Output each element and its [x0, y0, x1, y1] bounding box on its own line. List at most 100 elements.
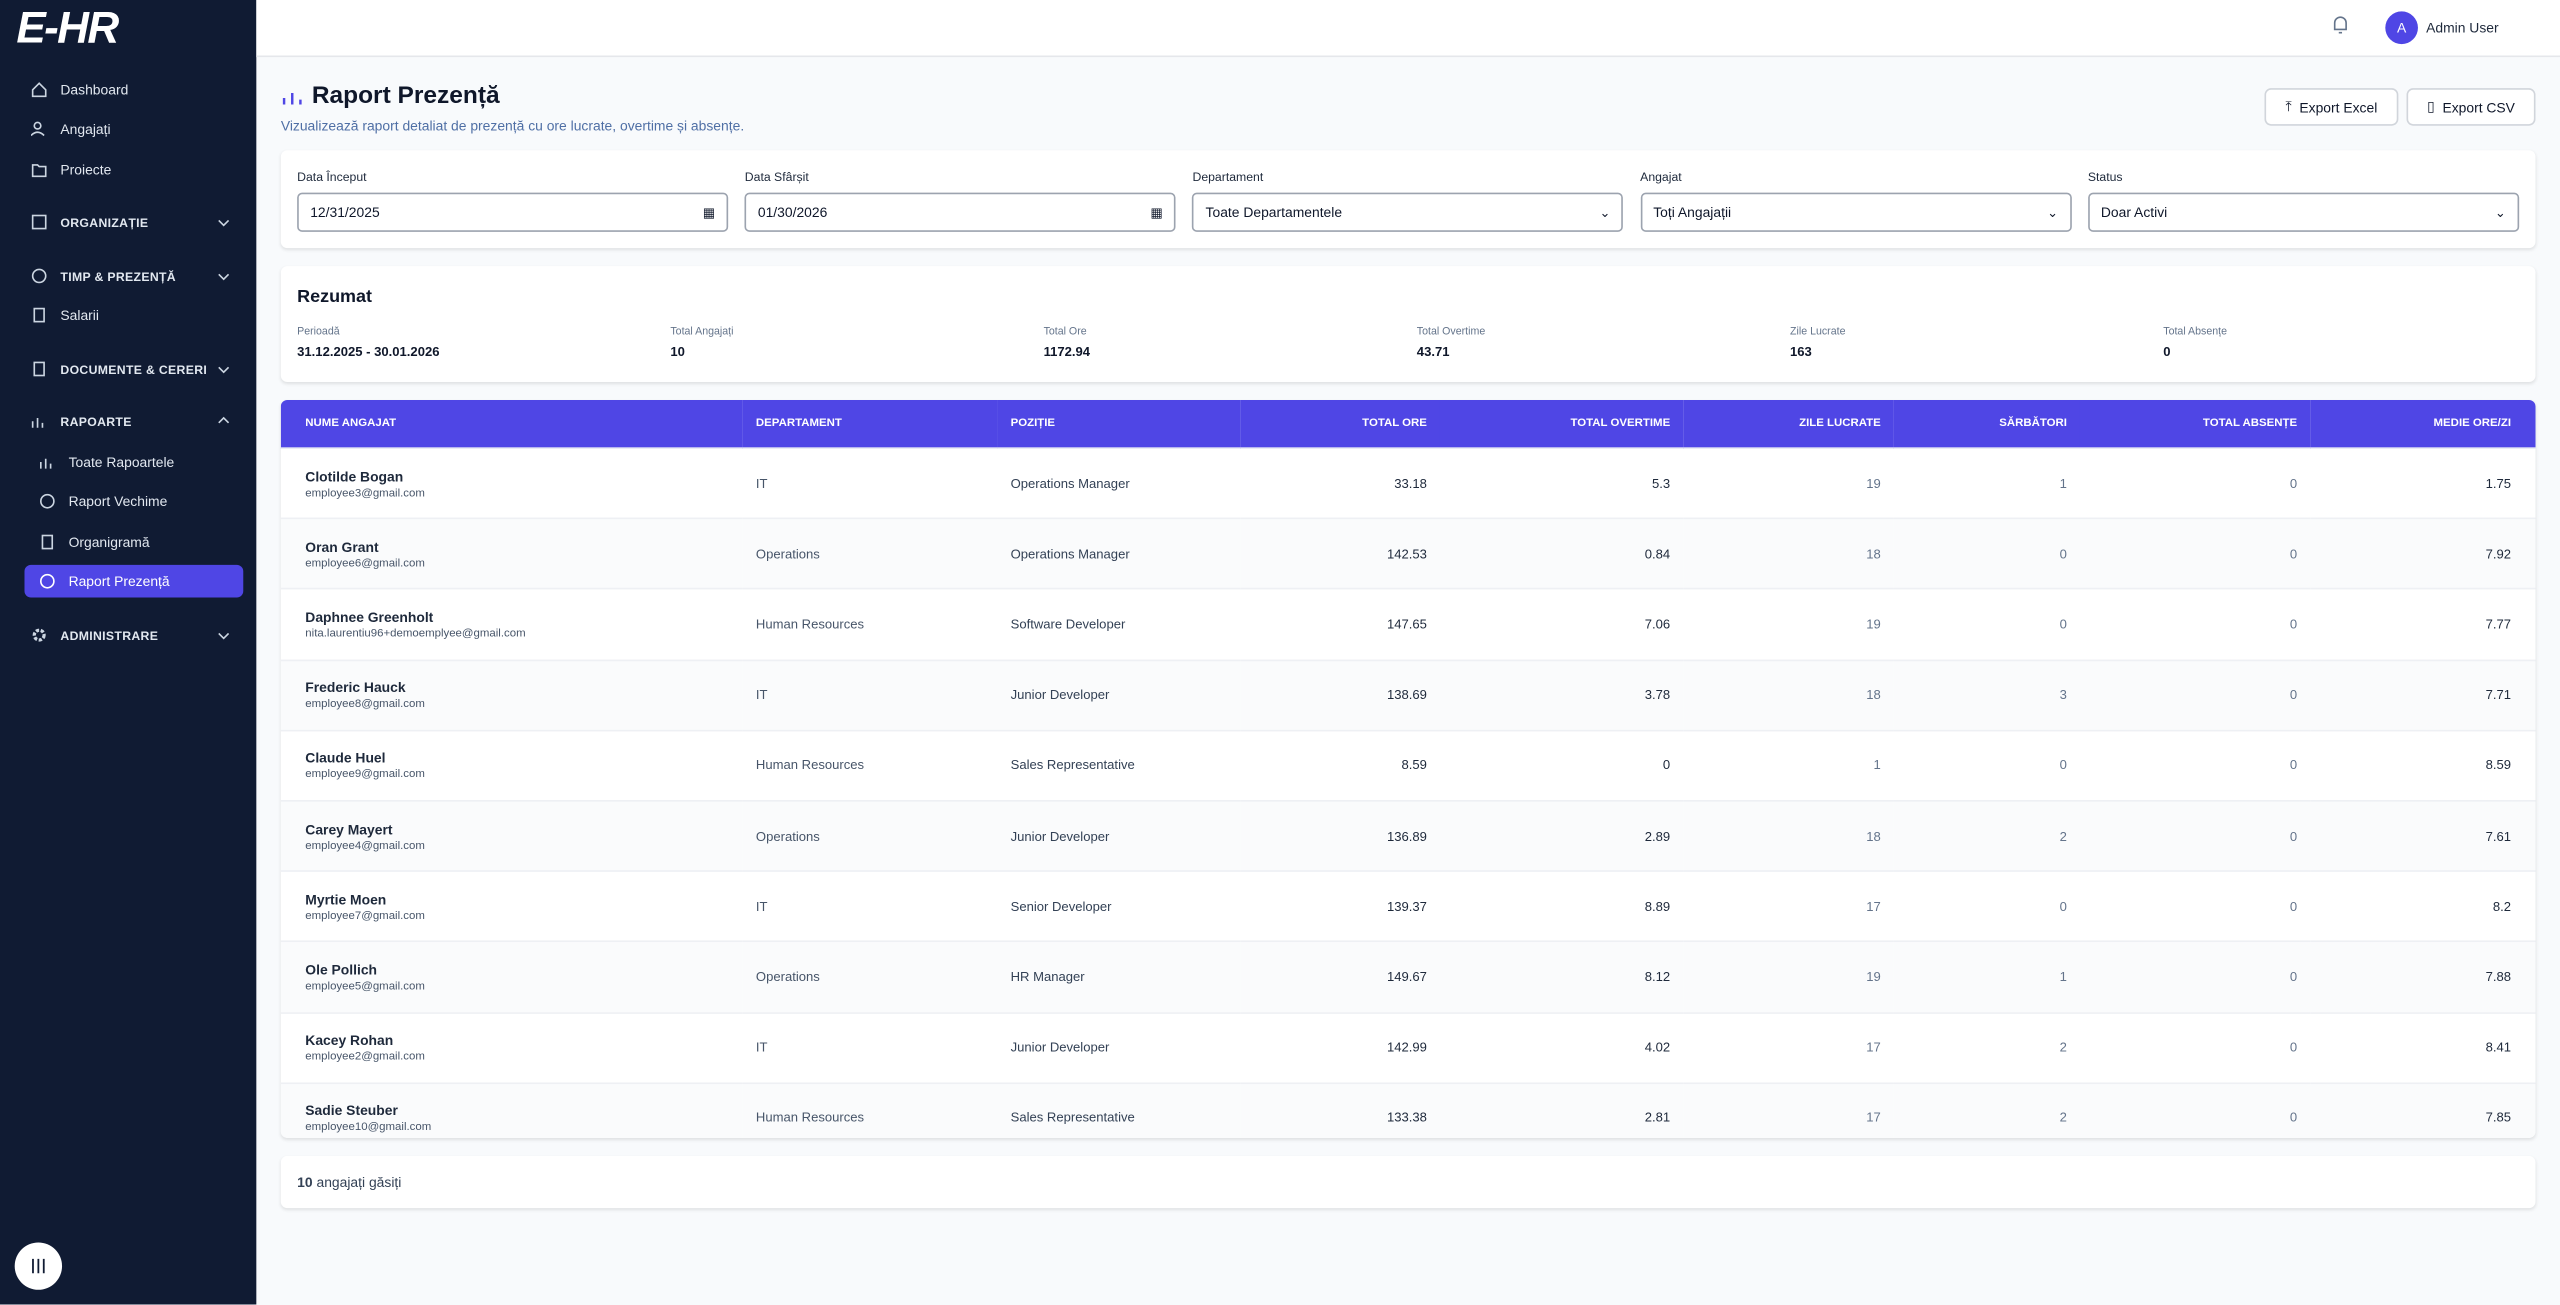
- nav-link-active[interactable]: Raport Prezență: [24, 564, 244, 598]
- column-header: TOTAL ABSENȚE: [2079, 399, 2311, 449]
- holidays-cell: 3: [1893, 658, 2080, 731]
- employee-cell: Daphnee Greenholt nita.laurentiu96+demoem…: [280, 588, 743, 660]
- nav-link[interactable]: Toate Rapoartele: [24, 446, 243, 479]
- employee-name: Oran Grant: [305, 538, 379, 555]
- total-hours-cell: 133.38: [1240, 1081, 1440, 1138]
- nav-link[interactable]: Raport Vechime: [24, 485, 243, 518]
- avg-hours-cell: 7.71: [2310, 658, 2536, 731]
- absences-cell: 0: [2079, 799, 2311, 872]
- overtime-cell: 7.06: [1439, 588, 1684, 660]
- overtime-cell: 0: [1439, 729, 1684, 801]
- holidays-cell: 0: [1893, 517, 2080, 590]
- nav-label: Dashboard: [60, 81, 129, 98]
- nav-group[interactable]: TIMP & PREZENȚĂ: [24, 260, 243, 293]
- nav-label: TIMP & PREZENȚĂ: [60, 268, 176, 284]
- result-text: angajați găsiți: [316, 1173, 402, 1191]
- employee-email: employee5@gmail.com: [305, 981, 425, 993]
- filter-icon: ⌄: [2494, 204, 2506, 220]
- avatar[interactable]: A: [2385, 11, 2418, 45]
- nav-link[interactable]: Salarii: [24, 299, 243, 332]
- overtime-cell: 0.84: [1439, 517, 1684, 590]
- nav-label: Salarii: [60, 306, 99, 324]
- filter: Data Sfârșit 01/30/2026 ▦: [744, 169, 1176, 232]
- filter-value: Doar Activi: [2100, 204, 2168, 221]
- overtime-cell: 3.78: [1439, 658, 1684, 731]
- summary-item: Total Ore 1172.94: [1044, 327, 1091, 360]
- nav-group[interactable]: DOCUMENTE & CERERI: [24, 353, 243, 386]
- summary-value: 0: [2163, 344, 2171, 360]
- employee-name: Sadie Steuber: [305, 1102, 398, 1119]
- nav-label: DOCUMENTE & CERERI: [60, 361, 208, 377]
- nav-link[interactable]: Organigramă: [24, 526, 243, 559]
- department-cell: Human Resources: [742, 729, 998, 801]
- filter-input[interactable]: 01/30/2026 ▦: [744, 192, 1176, 232]
- column-header: POZIȚIE: [997, 399, 1241, 449]
- report-table: NUME ANGAJAT DEPARTAMENT POZIȚIE TOTAL ORE T…: [280, 399, 2536, 1138]
- employee-name: Ole Pollich: [305, 961, 378, 978]
- department-cell: Human Resources: [742, 1081, 998, 1138]
- avg-hours-cell: 8.59: [2310, 729, 2536, 801]
- column-header: MEDIE ORE/ZI: [2310, 399, 2536, 449]
- days-worked-cell: 17: [1683, 1011, 1894, 1083]
- position-cell: Operations Manager: [997, 447, 1241, 519]
- total-hours-cell: 136.89: [1240, 799, 1440, 872]
- nav-link[interactable]: Angajați: [24, 113, 243, 146]
- column-header: DEPARTAMENT: [742, 399, 998, 449]
- summary-label: Perioadă: [297, 326, 340, 338]
- nav-link[interactable]: Dashboard: [24, 73, 243, 106]
- settings-button[interactable]: [14, 1242, 63, 1290]
- filter-label: Status: [2087, 169, 2123, 185]
- table-card: NUME ANGAJAT DEPARTAMENT POZIȚIE TOTAL ORE T…: [280, 399, 2536, 1138]
- department-cell: Operations: [742, 940, 998, 1013]
- total-hours-cell: 138.69: [1240, 658, 1440, 731]
- filter-value: Toate Departamentele: [1205, 204, 1343, 221]
- export-excel-button[interactable]: ⤒ Export Excel: [2264, 88, 2399, 126]
- days-worked-cell: 1: [1683, 729, 1894, 801]
- filter-value: 01/30/2026: [757, 204, 828, 221]
- summary-item: Zile Lucrate 163: [1790, 327, 1845, 360]
- filter-input[interactable]: Doar Activi ⌄: [2087, 192, 2519, 232]
- avg-hours-cell: 8.41: [2310, 1011, 2536, 1083]
- export-csv-button[interactable]: ▯ Export CSV: [2406, 88, 2536, 126]
- total-hours-cell: 142.53: [1240, 517, 1440, 590]
- nav-group[interactable]: ORGANIZAȚIE: [24, 206, 243, 239]
- table-body: Clotilde Bogan employee3@gmail.com IT Opera…: [280, 447, 2536, 1138]
- department-cell: IT: [742, 447, 998, 519]
- nav-group[interactable]: RAPOARTE: [24, 405, 243, 438]
- total-hours-cell: 33.18: [1240, 447, 1440, 519]
- button-label: Export CSV: [2442, 98, 2515, 116]
- summary-value: 43.71: [1416, 344, 1450, 360]
- employee-email: employee6@gmail.com: [305, 558, 425, 570]
- filter-label: Angajat: [1640, 169, 1682, 185]
- days-worked-cell: 17: [1683, 1081, 1894, 1138]
- position-cell: Operations Manager: [997, 517, 1241, 590]
- filter: Data Început 12/31/2025 ▦: [297, 170, 729, 232]
- summary-card: Rezumat Perioadă 31.12.2025 - 30.01.2026 T…: [280, 266, 2536, 383]
- avg-hours-cell: 1.75: [2310, 447, 2536, 519]
- column-header: TOTAL OVERTIME: [1439, 399, 1684, 449]
- employee-email: employee4@gmail.com: [305, 840, 425, 852]
- employee-email: employee10@gmail.com: [305, 1122, 432, 1134]
- summary-label: Total Absențe: [2163, 326, 2227, 338]
- column-header: TOTAL ORE: [1240, 399, 1440, 449]
- nav-link[interactable]: Proiecte: [24, 153, 243, 186]
- nav-label: Proiecte: [60, 161, 112, 178]
- table-row: Ole Pollich employee5@gmail.com Operations…: [280, 940, 2536, 1013]
- position-cell: Senior Developer: [997, 870, 1241, 942]
- table-header: NUME ANGAJAT DEPARTAMENT POZIȚIE TOTAL ORE T…: [280, 399, 2536, 449]
- filter-input[interactable]: Toate Departamentele ⌄: [1192, 192, 1624, 232]
- holidays-cell: 0: [1893, 588, 2080, 660]
- filter-icon: ⌄: [1599, 204, 1611, 220]
- nav-label: Organigramă: [68, 533, 150, 551]
- filter-label: Data Sfârșit: [744, 169, 809, 185]
- nav-group[interactable]: ADMINISTRARE: [24, 619, 243, 652]
- filter-input[interactable]: Toți Angajații ⌄: [1640, 192, 2072, 232]
- department-cell: Operations: [742, 799, 998, 872]
- table-row: Sadie Steuber employee10@gmail.com Human R…: [280, 1081, 2536, 1138]
- filter-input[interactable]: 12/31/2025 ▦: [297, 192, 729, 232]
- filter-icon: ▦: [1150, 204, 1163, 220]
- bell-icon[interactable]: [2331, 15, 2349, 35]
- user-name[interactable]: Admin User: [2426, 19, 2499, 36]
- employee-name: Clotilde Bogan: [305, 467, 404, 485]
